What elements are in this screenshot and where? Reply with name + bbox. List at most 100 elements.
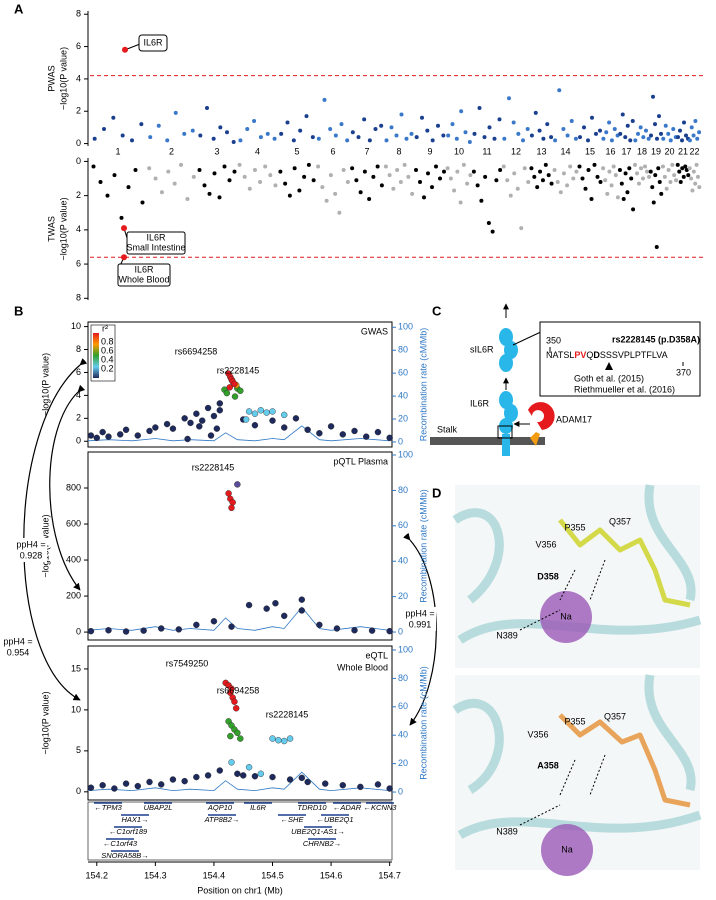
point	[350, 130, 355, 135]
point	[677, 169, 682, 174]
point	[633, 138, 638, 143]
snp-point	[231, 698, 238, 705]
y-tick-label: 10	[71, 321, 81, 331]
y-tick-label: 8	[76, 9, 81, 19]
point	[631, 207, 636, 212]
y-tick-label: 0	[76, 786, 81, 796]
point	[635, 171, 639, 176]
residue-number: 370	[676, 367, 691, 377]
coloc-label: ppH4 =	[405, 608, 434, 618]
snp-label: rs2228145	[217, 365, 260, 375]
point	[656, 166, 661, 171]
snp-point	[87, 784, 95, 791]
point	[272, 136, 277, 141]
snp-point	[386, 785, 393, 792]
y2-tick-label: 60	[398, 520, 408, 530]
snp-point	[175, 626, 182, 633]
point	[387, 173, 392, 178]
point	[522, 166, 527, 171]
point	[661, 136, 666, 141]
point	[91, 164, 96, 169]
y-axis-label: −log10(P value)	[40, 691, 50, 754]
chromosome-label: 14	[560, 146, 570, 156]
residue-label: Q357	[609, 516, 631, 526]
point	[139, 122, 144, 127]
point	[680, 138, 684, 143]
point	[483, 174, 488, 179]
annotation: IL6R	[146, 232, 166, 242]
y-tick-label: 4	[76, 390, 81, 400]
point	[613, 173, 618, 178]
point	[565, 133, 570, 138]
point	[159, 190, 164, 195]
residue-label: A358	[537, 760, 559, 770]
x-tick-label: 154.2	[86, 870, 109, 880]
snp-point	[386, 434, 393, 442]
gene-label: AQP10	[207, 803, 233, 812]
gene-label: ATP8B2→	[204, 815, 240, 824]
point	[165, 138, 170, 143]
point	[322, 97, 327, 102]
annotation: Small Intestine	[126, 242, 185, 252]
coloc-arrow	[49, 384, 86, 591]
point	[651, 94, 655, 99]
point	[651, 200, 656, 205]
snp-point	[152, 424, 159, 431]
point	[119, 215, 124, 220]
label: sIL6R	[470, 344, 494, 354]
x-tick-label: 154.4	[203, 870, 226, 880]
point	[582, 125, 586, 130]
snp-point	[105, 433, 112, 440]
point	[687, 138, 692, 143]
chromosome-label: 3	[214, 146, 219, 156]
point	[571, 176, 576, 181]
y-axis-label: −log10(P value)	[40, 353, 50, 416]
chromosome-label: 10	[454, 146, 464, 156]
point	[316, 164, 321, 169]
snp-point	[146, 427, 153, 435]
point	[225, 130, 229, 135]
legend-label: 0.2	[101, 363, 114, 373]
y2-tick-label: 100	[398, 644, 413, 654]
point	[555, 179, 560, 184]
snp-point	[117, 431, 124, 438]
point	[693, 181, 698, 186]
y2-tick-label: 80	[398, 485, 408, 495]
point	[373, 127, 378, 132]
y2-tick-label: 60	[398, 701, 408, 711]
snp-point	[368, 627, 376, 634]
y-tick-label: 5	[76, 745, 81, 755]
legend-label: 0.8	[101, 336, 114, 346]
point	[684, 133, 688, 138]
snp-point	[351, 427, 358, 435]
coloc-value: 0.991	[409, 619, 432, 629]
chromosome-label: 17	[621, 146, 631, 156]
point	[657, 114, 661, 119]
point	[580, 176, 585, 181]
point	[285, 120, 290, 125]
point	[502, 136, 507, 141]
snp-point	[386, 627, 393, 635]
gene-label: UBAP2L	[144, 803, 173, 812]
snp-point	[193, 621, 200, 629]
point	[102, 127, 106, 132]
chromosome-label: 18	[637, 146, 647, 156]
point	[362, 117, 367, 122]
point	[676, 135, 680, 140]
residue-number: 350	[546, 335, 561, 345]
x-tick-label: 154.7	[378, 870, 401, 880]
y-tick-label: 0	[76, 156, 81, 166]
point	[653, 122, 657, 127]
snp-point	[99, 782, 106, 789]
point	[621, 197, 626, 202]
y-tick-label: 800	[66, 482, 81, 492]
highlight-point	[122, 46, 128, 53]
point	[247, 186, 252, 191]
snp-point	[263, 605, 270, 612]
recombination-line	[87, 425, 390, 442]
point	[291, 138, 296, 143]
plot-title: pQTL Plasma	[333, 456, 388, 466]
point	[689, 125, 694, 130]
point	[112, 173, 117, 178]
point	[609, 138, 614, 143]
